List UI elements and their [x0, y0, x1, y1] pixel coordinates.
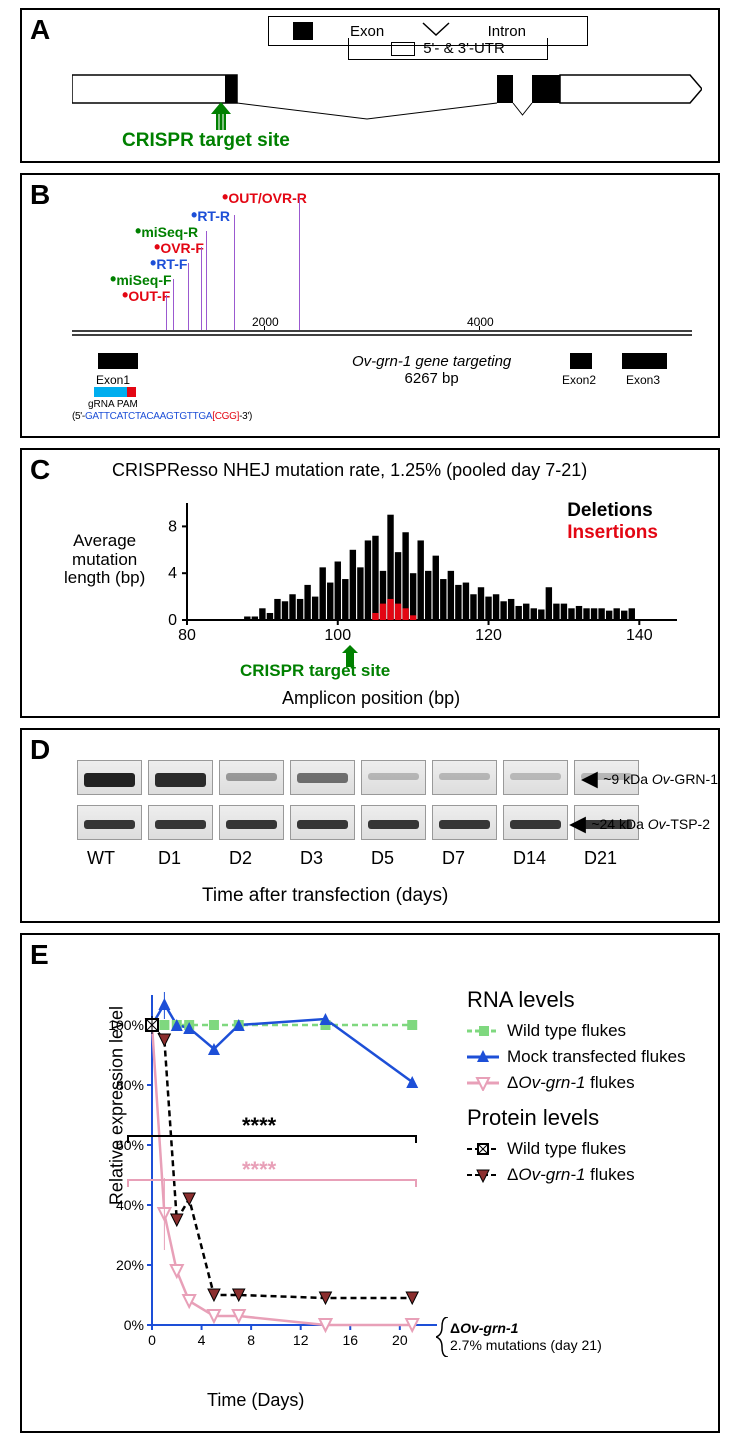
- crispresso-title: CRISPResso NHEJ mutation rate, 1.25% (po…: [112, 460, 587, 481]
- c-legend-deletions: Deletions: [567, 500, 658, 522]
- svg-text:0: 0: [148, 1332, 156, 1348]
- c-yaxis-label: Average mutation length (bp): [64, 532, 145, 588]
- c-legend: Deletions Insertions: [567, 500, 658, 544]
- sig-stars-pink: ****: [242, 1157, 276, 1183]
- svg-text:100: 100: [324, 627, 351, 644]
- panel-d-label: D: [30, 734, 50, 766]
- e-xaxis-label: Time (Days): [207, 1390, 304, 1411]
- c-ylabel-3: length (bp): [64, 568, 145, 587]
- brace-icon: [436, 1317, 450, 1357]
- gene-axis-line: [72, 330, 692, 338]
- arrowhead-icon: ◄: [564, 808, 592, 840]
- grna-sequence: (5'-GATTCATCTACAAGTGTTGA[CGG]-3'): [72, 411, 252, 422]
- legend-wt-prot: Wild type flukes: [467, 1139, 686, 1159]
- svg-text:80: 80: [178, 627, 196, 644]
- panel-a: A Exon Intron 5'- & 3'-UTR CRISPR target…: [20, 8, 720, 163]
- legend-utr-text: 5'- & 3'-UTR: [423, 40, 505, 57]
- panel-e: E 0%20%40%60%80%100%048121620 Relative e…: [20, 933, 720, 1433]
- grna-seq-pre: (5'-: [72, 411, 85, 422]
- panel-b-label: B: [30, 179, 50, 211]
- panel-a-legend-utr-row: 5'- & 3'-UTR: [348, 38, 548, 60]
- legend-del-rna-text: ΔOv-grn-1 flukes: [507, 1073, 635, 1093]
- svg-text:0%: 0%: [124, 1317, 144, 1333]
- grna-seq-red: [CGG]: [212, 411, 239, 422]
- crispr-arrow-icon: [209, 102, 233, 130]
- panel-d: D ◄ ~9 kDa Ov-GRN-1 ◄ ~24 kDa Ov-TSP-2 W…: [20, 728, 720, 923]
- legend-intron-text: Intron: [488, 23, 526, 40]
- e-yaxis-label: Relative expression level: [107, 996, 128, 1216]
- legend-wt-rna: Wild type flukes: [467, 1021, 686, 1041]
- legend-exon-text: Exon: [350, 23, 384, 40]
- svg-text:4: 4: [198, 1332, 206, 1348]
- panel-a-label: A: [30, 14, 50, 46]
- legend-mock-rna: Mock transfected flukes: [467, 1047, 686, 1067]
- gene-target-name: Ov-grn-1 gene targeting: [352, 353, 511, 370]
- legend-utr-swatch: [391, 42, 415, 56]
- svg-text:0: 0: [168, 612, 177, 629]
- grna-pam-label: gRNA PAM: [88, 399, 138, 410]
- e-legend: RNA levels Wild type flukes Mock transfe…: [467, 975, 686, 1191]
- d-xaxis-label: Time after transfection (days): [202, 885, 448, 907]
- legend-rna-header: RNA levels: [467, 987, 686, 1013]
- c-ylabel-1: Average: [73, 531, 136, 550]
- grna-seq-blue: GATTCATCTACAAGTGTTGA: [85, 411, 212, 422]
- grna-red-segment: [127, 387, 136, 397]
- gene-size: 6267 bp: [405, 370, 459, 387]
- grna-seq-post: -3'): [239, 411, 252, 422]
- bot-band-label: ◄ ~24 kDa Ov-TSP-2: [564, 808, 710, 840]
- svg-text:12: 12: [293, 1332, 309, 1348]
- svg-text:4: 4: [168, 565, 177, 582]
- arrowhead-icon: ◄: [576, 763, 604, 795]
- panel-c-label: C: [30, 454, 50, 486]
- grna-diagram: [94, 387, 136, 397]
- sig-stars-black: ****: [242, 1113, 276, 1139]
- svg-text:20: 20: [392, 1332, 408, 1348]
- grna-blue-segment: [94, 387, 127, 397]
- svg-text:120: 120: [475, 627, 502, 644]
- blot-row-top: [77, 760, 639, 795]
- crispr-target-label-c: CRISPR target site: [240, 661, 390, 681]
- svg-text:140: 140: [626, 627, 653, 644]
- gene-structure-diagram: [72, 65, 702, 120]
- panel-b: B •OUT/OVR-R•RT-R•miSeq-R•OVR-F•RT-F•miS…: [20, 173, 720, 438]
- svg-text:8: 8: [168, 518, 177, 535]
- svg-text:20%: 20%: [116, 1257, 144, 1273]
- legend-wt-rna-text: Wild type flukes: [507, 1021, 626, 1041]
- blot-row-bottom: [77, 805, 639, 840]
- legend-del-prot: ΔOv-grn-1 flukes: [467, 1165, 686, 1185]
- gene-targeting-title: Ov-grn-1 gene targeting 6267 bp: [352, 353, 511, 387]
- legend-mock-text: Mock transfected flukes: [507, 1047, 686, 1067]
- legend-del-rna: ΔOv-grn-1 flukes: [467, 1073, 686, 1093]
- svg-text:8: 8: [247, 1332, 255, 1348]
- c-xaxis-label: Amplicon position (bp): [282, 688, 460, 709]
- c-ylabel-2: mutation: [72, 550, 137, 569]
- legend-del-prot-text: ΔOv-grn-1 flukes: [507, 1165, 635, 1185]
- c-legend-insertions: Insertions: [567, 522, 658, 544]
- legend-protein-header: Protein levels: [467, 1105, 686, 1131]
- svg-text:16: 16: [342, 1332, 358, 1348]
- legend-wt-prot-text: Wild type flukes: [507, 1139, 626, 1159]
- mutation-annotation: ΔOv-grn-1 2.7% mutations (day 21): [450, 1320, 602, 1354]
- crispr-target-label-a: CRISPR target site: [122, 130, 290, 152]
- panel-e-label: E: [30, 939, 49, 971]
- top-band-label: ◄ ~9 kDa Ov-GRN-1: [576, 763, 718, 795]
- legend-exon-swatch: [293, 22, 313, 40]
- panel-c: C CRISPResso NHEJ mutation rate, 1.25% (…: [20, 448, 720, 718]
- mut-anno-line2: 2.7% mutations (day 21): [450, 1337, 602, 1353]
